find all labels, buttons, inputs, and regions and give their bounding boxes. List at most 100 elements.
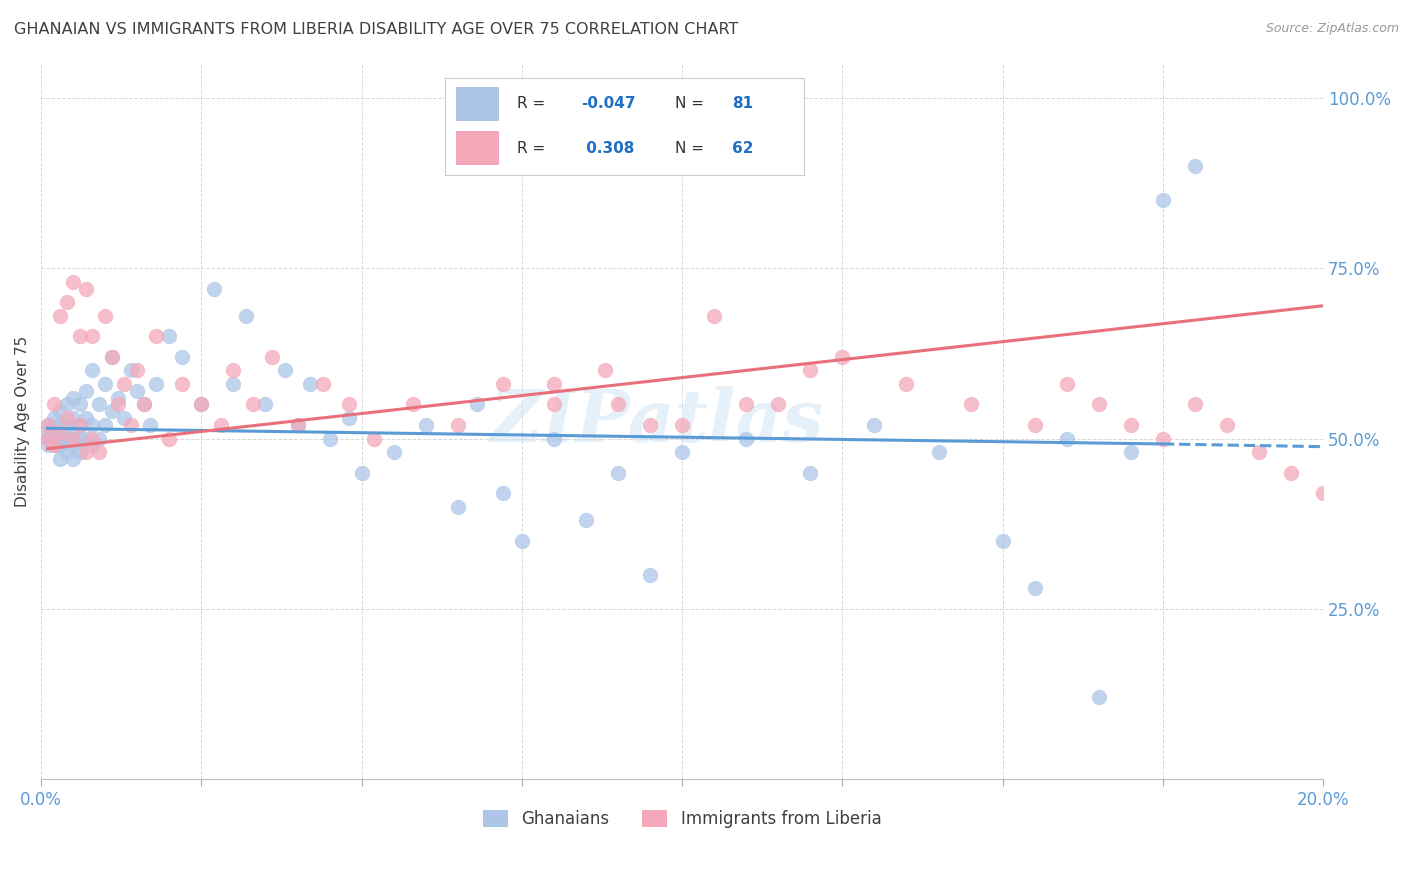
Point [1152, 432, 1174, 446]
Point [114, 411, 136, 425]
Point [896, 377, 918, 392]
Point [172, 350, 194, 364]
Point [69, 432, 91, 446]
Point [671, 417, 693, 432]
Point [49, 404, 72, 418]
Text: Source: ZipAtlas.com: Source: ZipAtlas.com [1265, 22, 1399, 36]
Point [100, 404, 122, 418]
Point [491, 486, 513, 500]
Legend: Ghanaians, Immigrants from Liberia: Ghanaians, Immigrants from Liberia [477, 804, 889, 835]
Point [1312, 486, 1334, 500]
Point [593, 363, 616, 377]
Point [703, 309, 725, 323]
Point [62, 432, 84, 446]
Point [62, 411, 84, 425]
Point [75, 445, 97, 459]
Point [1247, 445, 1270, 459]
Point [120, 417, 142, 432]
Point [1184, 397, 1206, 411]
Point [157, 432, 180, 446]
Point [1152, 193, 1174, 207]
Point [87, 445, 110, 459]
Point [799, 466, 821, 480]
Point [100, 350, 122, 364]
Point [254, 397, 277, 411]
Point [42, 411, 65, 425]
Point [799, 363, 821, 377]
Point [402, 397, 425, 411]
Text: GHANAIAN VS IMMIGRANTS FROM LIBERIA DISABILITY AGE OVER 75 CORRELATION CHART: GHANAIAN VS IMMIGRANTS FROM LIBERIA DISA… [14, 22, 738, 37]
Point [82, 432, 104, 446]
Point [273, 363, 295, 377]
Point [94, 309, 117, 323]
Point [55, 417, 77, 432]
Point [1119, 445, 1142, 459]
Point [287, 417, 309, 432]
Point [62, 391, 84, 405]
Point [37, 425, 59, 439]
Point [1087, 690, 1109, 705]
Point [120, 363, 142, 377]
Point [638, 567, 661, 582]
Point [49, 417, 72, 432]
Point [139, 417, 162, 432]
Point [49, 451, 72, 466]
Point [42, 425, 65, 439]
Point [49, 432, 72, 446]
Point [222, 363, 245, 377]
Point [1184, 159, 1206, 173]
Point [1024, 582, 1046, 596]
Point [312, 377, 335, 392]
Point [299, 377, 322, 392]
Point [37, 417, 59, 432]
Point [209, 417, 232, 432]
Point [94, 417, 117, 432]
Point [415, 417, 437, 432]
Point [242, 397, 264, 411]
Point [1216, 417, 1239, 432]
Point [1024, 417, 1046, 432]
Point [222, 377, 245, 392]
Point [82, 438, 104, 452]
Point [575, 513, 598, 527]
Point [465, 397, 488, 411]
Point [62, 425, 84, 439]
Point [55, 432, 77, 446]
Point [107, 397, 129, 411]
Point [42, 432, 65, 446]
Point [190, 397, 212, 411]
Point [543, 377, 565, 392]
Point [337, 411, 360, 425]
Point [145, 329, 167, 343]
Point [55, 445, 77, 459]
Point [69, 397, 91, 411]
Point [768, 397, 790, 411]
Point [1087, 397, 1109, 411]
Point [37, 417, 59, 432]
Point [132, 397, 155, 411]
Point [62, 451, 84, 466]
Text: ZIPatlas: ZIPatlas [489, 386, 824, 457]
Point [638, 417, 661, 432]
Point [107, 391, 129, 405]
Point [447, 417, 470, 432]
Point [42, 438, 65, 452]
Point [62, 275, 84, 289]
Point [172, 377, 194, 392]
Point [350, 466, 373, 480]
Point [543, 397, 565, 411]
Point [37, 438, 59, 452]
Point [69, 417, 91, 432]
Point [75, 384, 97, 398]
Point [82, 329, 104, 343]
Point [55, 295, 77, 310]
Point [145, 377, 167, 392]
Point [62, 438, 84, 452]
Point [42, 397, 65, 411]
Point [959, 397, 981, 411]
Point [114, 377, 136, 392]
Point [735, 432, 758, 446]
Point [1056, 377, 1078, 392]
Point [82, 417, 104, 432]
Point [671, 159, 693, 173]
